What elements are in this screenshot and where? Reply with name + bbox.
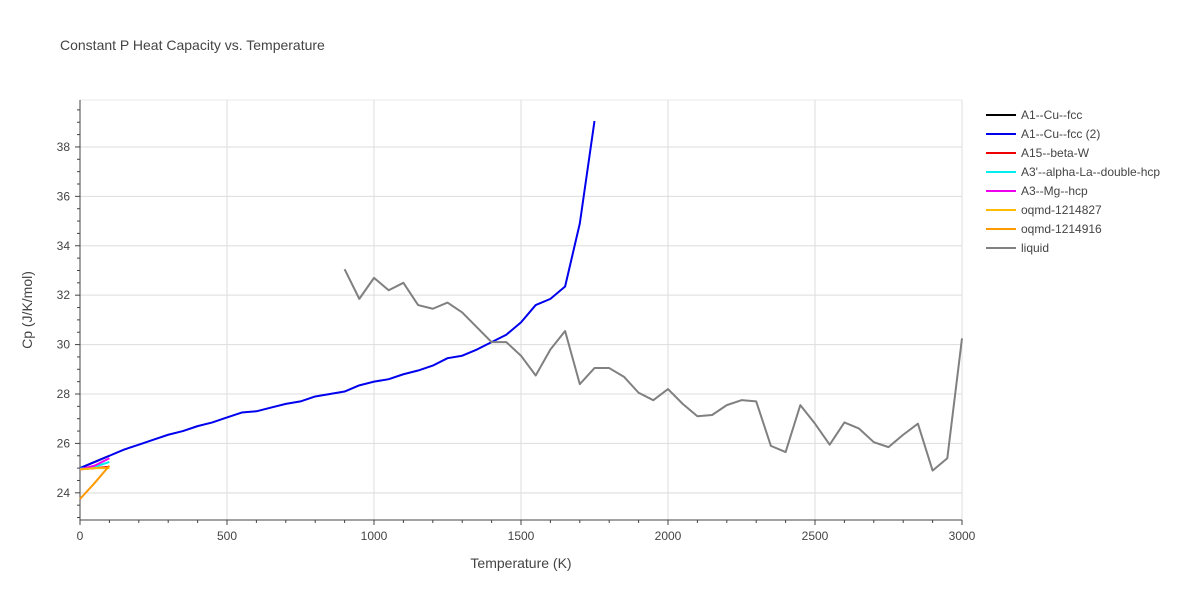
y-tick-label: 34 (57, 239, 71, 253)
legend-label: A1--Cu--fcc (2) (1021, 127, 1100, 141)
legend-label: A15--beta-W (1021, 146, 1090, 160)
x-tick-label: 3000 (949, 529, 976, 543)
legend-item-1[interactable]: A1--Cu--fcc (2) (986, 127, 1100, 141)
legend-item-0[interactable]: A1--Cu--fcc (986, 108, 1082, 122)
x-tick-label: 2000 (655, 529, 682, 543)
legend-item-2[interactable]: A15--beta-W (986, 146, 1090, 160)
y-tick-label: 36 (57, 189, 71, 203)
y-tick-label: 38 (57, 140, 71, 154)
y-axis-title: Cp (J/K/mol) (19, 271, 35, 349)
series-line-5[interactable] (79, 467, 110, 471)
y-tick-label: 24 (57, 486, 71, 500)
legend-item-5[interactable]: oqmd-1214827 (986, 203, 1102, 217)
y-tick-label: 26 (57, 436, 71, 450)
chart-title: Constant P Heat Capacity vs. Temperature (60, 37, 325, 53)
legend-item-4[interactable]: A3--Mg--hcp (986, 184, 1088, 198)
x-tick-label: 2500 (802, 529, 829, 543)
x-tick-label: 1500 (508, 529, 535, 543)
grid-layer (79, 99, 963, 520)
legend-label: A1--Cu--fcc (1021, 108, 1082, 122)
series-line-7[interactable] (343, 268, 963, 472)
y-tick-label: 32 (57, 288, 71, 302)
legend-label: A3'--alpha-La--double-hcp (1021, 165, 1160, 179)
legend-item-3[interactable]: A3'--alpha-La--double-hcp (986, 165, 1160, 179)
axes-layer: 0 500 1000 1500 2000 2500 3000 24 26 28 30 32 34 36 38 (57, 100, 976, 543)
legend-label: A3--Mg--hcp (1021, 184, 1088, 198)
legend-label: oqmd-1214827 (1021, 203, 1102, 217)
series-layer (79, 120, 963, 500)
legend-item-6[interactable]: oqmd-1214916 (986, 222, 1102, 236)
x-tick-label: 500 (217, 529, 237, 543)
y-tick-label: 30 (57, 338, 71, 352)
series-line-1[interactable] (79, 120, 596, 470)
legend[interactable]: A1--Cu--fcc A1--Cu--fcc (2) A15--beta-W A3'… (986, 108, 1160, 255)
legend-label: oqmd-1214916 (1021, 222, 1102, 236)
y-tick-label: 28 (57, 387, 71, 401)
legend-label: liquid (1021, 241, 1049, 255)
series-line-6[interactable] (79, 465, 111, 500)
x-axis-title: Temperature (K) (470, 555, 571, 571)
legend-item-7[interactable]: liquid (986, 241, 1049, 255)
x-tick-label: 0 (77, 529, 84, 543)
x-tick-label: 1000 (361, 529, 388, 543)
